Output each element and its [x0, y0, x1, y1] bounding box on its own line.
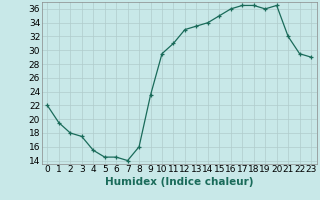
X-axis label: Humidex (Indice chaleur): Humidex (Indice chaleur) — [105, 177, 253, 187]
